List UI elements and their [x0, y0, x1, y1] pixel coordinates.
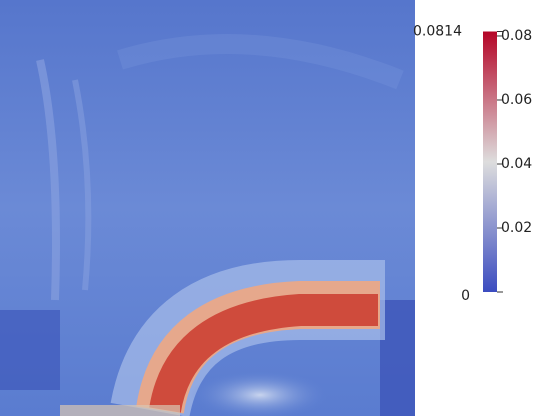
max-label: 0.0814: [413, 24, 462, 40]
tick-label: 0.08: [501, 28, 532, 44]
min-label: 0: [461, 288, 470, 304]
colorbar-gradient: [483, 31, 497, 292]
tick-label: 0.06: [501, 92, 532, 108]
tick-label: 0.04: [501, 156, 532, 172]
field-render: [0, 0, 415, 416]
tick-label: 0.02: [501, 220, 532, 236]
colorbar: 0.0814 0 0.02 0.04 0.06 0.08: [413, 24, 532, 305]
